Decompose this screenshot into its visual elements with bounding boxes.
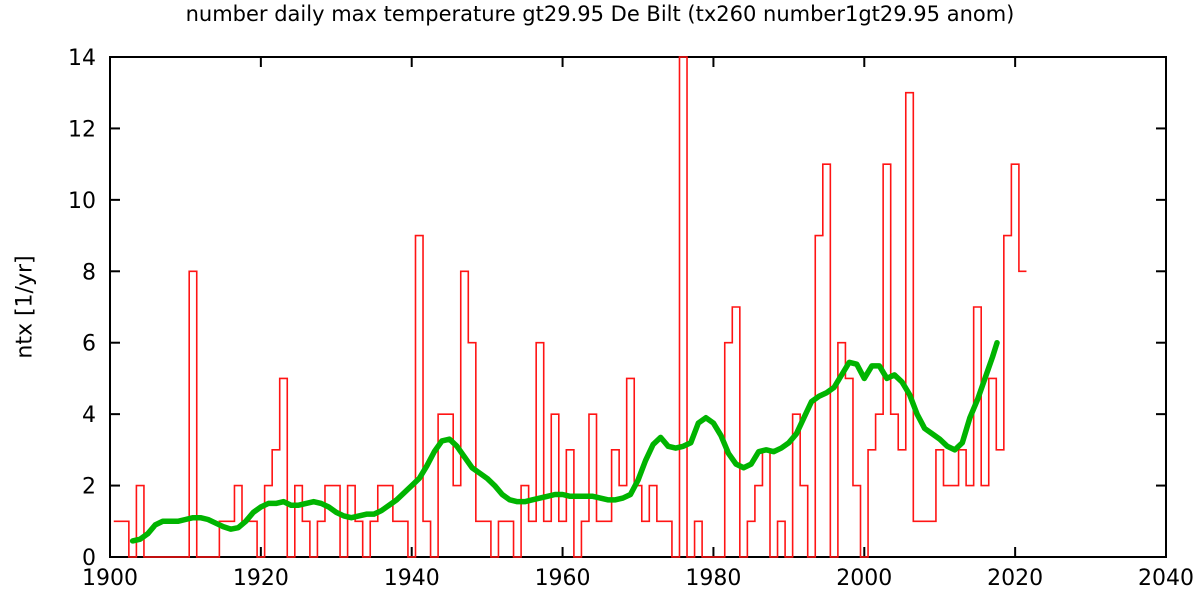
y-tick-label: 14: [68, 46, 96, 71]
y-tick-label: 6: [82, 332, 96, 357]
y-tick-label: 0: [82, 546, 96, 571]
y-tick-label: 4: [82, 403, 96, 428]
y-tick-label: 10: [68, 189, 96, 214]
chart-title: number daily max temperature gt29.95 De …: [185, 2, 1015, 26]
x-tick-label: 1940: [384, 566, 440, 591]
x-tick-label: 2000: [836, 566, 892, 591]
y-tick-label: 8: [82, 260, 96, 285]
x-tick-label: 2040: [1138, 566, 1194, 591]
x-tick-label: 1920: [233, 566, 289, 591]
x-tick-label: 1900: [82, 566, 138, 591]
x-tick-label: 1960: [535, 566, 591, 591]
plot-border: [109, 56, 1167, 558]
y-tick-label: 12: [68, 117, 96, 142]
x-tick-label: 2020: [987, 566, 1043, 591]
smoothed-series-path: [129, 339, 1000, 544]
x-tick-label: 1980: [685, 566, 741, 591]
annual-series-path: [113, 56, 1027, 558]
y-tick-label: 2: [82, 475, 96, 500]
